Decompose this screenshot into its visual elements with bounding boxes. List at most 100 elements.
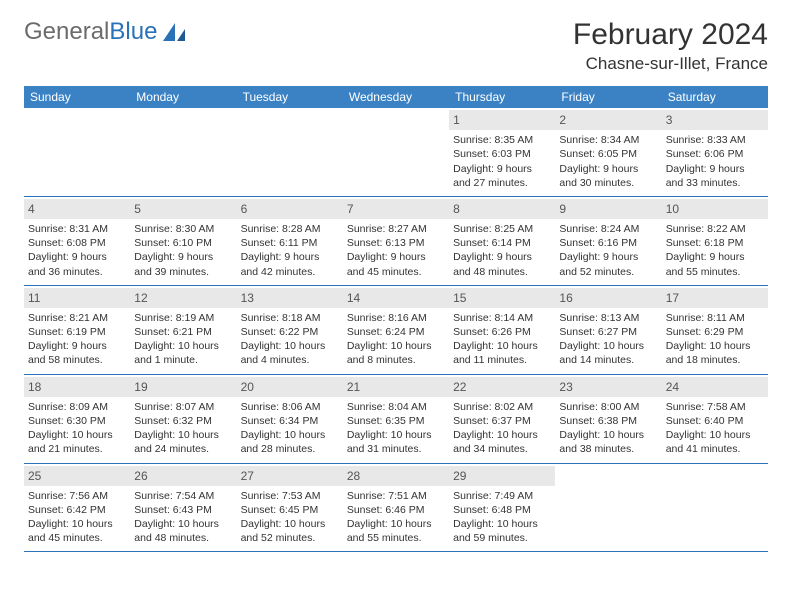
daylight-text: Daylight: 10 hours and 52 minutes. (241, 517, 339, 545)
daylight-text: Daylight: 10 hours and 18 minutes. (666, 339, 764, 367)
sunset-text: Sunset: 6:21 PM (134, 325, 232, 339)
day-number: 29 (449, 466, 555, 486)
day-cell: 3Sunrise: 8:33 AMSunset: 6:06 PMDaylight… (662, 108, 768, 196)
sunset-text: Sunset: 6:05 PM (559, 147, 657, 161)
daylight-text: Daylight: 9 hours and 45 minutes. (347, 250, 445, 278)
sunset-text: Sunset: 6:27 PM (559, 325, 657, 339)
sunset-text: Sunset: 6:22 PM (241, 325, 339, 339)
daylight-text: Daylight: 10 hours and 24 minutes. (134, 428, 232, 456)
day-cell-empty (237, 108, 343, 196)
day-cell-empty (662, 464, 768, 552)
sunrise-text: Sunrise: 8:02 AM (453, 400, 551, 414)
day-number: 28 (343, 466, 449, 486)
sunset-text: Sunset: 6:35 PM (347, 414, 445, 428)
daylight-text: Daylight: 10 hours and 4 minutes. (241, 339, 339, 367)
sunset-text: Sunset: 6:24 PM (347, 325, 445, 339)
week-row: 18Sunrise: 8:09 AMSunset: 6:30 PMDayligh… (24, 375, 768, 464)
sunrise-text: Sunrise: 8:00 AM (559, 400, 657, 414)
daylight-text: Daylight: 10 hours and 31 minutes. (347, 428, 445, 456)
day-cell: 9Sunrise: 8:24 AMSunset: 6:16 PMDaylight… (555, 197, 661, 285)
daylight-text: Daylight: 10 hours and 41 minutes. (666, 428, 764, 456)
sunrise-text: Sunrise: 7:53 AM (241, 489, 339, 503)
weekday-header: Thursday (449, 86, 555, 108)
sunrise-text: Sunrise: 8:11 AM (666, 311, 764, 325)
daylight-text: Daylight: 9 hours and 52 minutes. (559, 250, 657, 278)
daylight-text: Daylight: 9 hours and 42 minutes. (241, 250, 339, 278)
week-row: 4Sunrise: 8:31 AMSunset: 6:08 PMDaylight… (24, 197, 768, 286)
weekday-header: Saturday (662, 86, 768, 108)
sunrise-text: Sunrise: 8:13 AM (559, 311, 657, 325)
day-cell-empty (343, 108, 449, 196)
weekday-header: Tuesday (237, 86, 343, 108)
day-cell: 28Sunrise: 7:51 AMSunset: 6:46 PMDayligh… (343, 464, 449, 552)
day-number: 18 (24, 377, 130, 397)
daylight-text: Daylight: 9 hours and 48 minutes. (453, 250, 551, 278)
daylight-text: Daylight: 10 hours and 11 minutes. (453, 339, 551, 367)
sunrise-text: Sunrise: 8:27 AM (347, 222, 445, 236)
day-cell: 14Sunrise: 8:16 AMSunset: 6:24 PMDayligh… (343, 286, 449, 374)
sunset-text: Sunset: 6:38 PM (559, 414, 657, 428)
sunset-text: Sunset: 6:42 PM (28, 503, 126, 517)
sunset-text: Sunset: 6:10 PM (134, 236, 232, 250)
day-cell: 2Sunrise: 8:34 AMSunset: 6:05 PMDaylight… (555, 108, 661, 196)
daylight-text: Daylight: 10 hours and 1 minute. (134, 339, 232, 367)
day-cell: 23Sunrise: 8:00 AMSunset: 6:38 PMDayligh… (555, 375, 661, 463)
daylight-text: Daylight: 10 hours and 59 minutes. (453, 517, 551, 545)
sunset-text: Sunset: 6:13 PM (347, 236, 445, 250)
sunrise-text: Sunrise: 8:34 AM (559, 133, 657, 147)
sunrise-text: Sunrise: 7:58 AM (666, 400, 764, 414)
sunset-text: Sunset: 6:37 PM (453, 414, 551, 428)
day-number: 10 (662, 199, 768, 219)
day-number: 27 (237, 466, 343, 486)
day-cell: 22Sunrise: 8:02 AMSunset: 6:37 PMDayligh… (449, 375, 555, 463)
day-number: 15 (449, 288, 555, 308)
day-number: 21 (343, 377, 449, 397)
day-cell-empty (24, 108, 130, 196)
day-cell: 26Sunrise: 7:54 AMSunset: 6:43 PMDayligh… (130, 464, 236, 552)
header: GeneralBlue February 2024 Chasne-sur-Ill… (24, 18, 768, 74)
day-number: 9 (555, 199, 661, 219)
day-cell: 12Sunrise: 8:19 AMSunset: 6:21 PMDayligh… (130, 286, 236, 374)
week-row: 11Sunrise: 8:21 AMSunset: 6:19 PMDayligh… (24, 286, 768, 375)
day-cell: 21Sunrise: 8:04 AMSunset: 6:35 PMDayligh… (343, 375, 449, 463)
day-cell-empty (130, 108, 236, 196)
title-block: February 2024 Chasne-sur-Illet, France (573, 18, 768, 74)
daylight-text: Daylight: 10 hours and 28 minutes. (241, 428, 339, 456)
day-cell: 1Sunrise: 8:35 AMSunset: 6:03 PMDaylight… (449, 108, 555, 196)
sunset-text: Sunset: 6:40 PM (666, 414, 764, 428)
sunrise-text: Sunrise: 7:51 AM (347, 489, 445, 503)
day-cell: 20Sunrise: 8:06 AMSunset: 6:34 PMDayligh… (237, 375, 343, 463)
day-number: 3 (662, 110, 768, 130)
day-number: 4 (24, 199, 130, 219)
day-cell: 15Sunrise: 8:14 AMSunset: 6:26 PMDayligh… (449, 286, 555, 374)
day-number: 24 (662, 377, 768, 397)
weekday-header: Friday (555, 86, 661, 108)
daylight-text: Daylight: 10 hours and 48 minutes. (134, 517, 232, 545)
weekday-header-row: SundayMondayTuesdayWednesdayThursdayFrid… (24, 86, 768, 108)
day-cell: 11Sunrise: 8:21 AMSunset: 6:19 PMDayligh… (24, 286, 130, 374)
daylight-text: Daylight: 9 hours and 27 minutes. (453, 162, 551, 190)
sunset-text: Sunset: 6:16 PM (559, 236, 657, 250)
day-number: 7 (343, 199, 449, 219)
day-number: 20 (237, 377, 343, 397)
day-cell: 17Sunrise: 8:11 AMSunset: 6:29 PMDayligh… (662, 286, 768, 374)
sunrise-text: Sunrise: 8:14 AM (453, 311, 551, 325)
sunrise-text: Sunrise: 7:54 AM (134, 489, 232, 503)
sunrise-text: Sunrise: 7:56 AM (28, 489, 126, 503)
day-number: 12 (130, 288, 236, 308)
day-number: 16 (555, 288, 661, 308)
day-number: 6 (237, 199, 343, 219)
daylight-text: Daylight: 9 hours and 58 minutes. (28, 339, 126, 367)
sunset-text: Sunset: 6:14 PM (453, 236, 551, 250)
calendar-body: 1Sunrise: 8:35 AMSunset: 6:03 PMDaylight… (24, 108, 768, 552)
day-cell: 8Sunrise: 8:25 AMSunset: 6:14 PMDaylight… (449, 197, 555, 285)
daylight-text: Daylight: 10 hours and 21 minutes. (28, 428, 126, 456)
sunrise-text: Sunrise: 8:31 AM (28, 222, 126, 236)
sunset-text: Sunset: 6:34 PM (241, 414, 339, 428)
day-number: 17 (662, 288, 768, 308)
daylight-text: Daylight: 10 hours and 14 minutes. (559, 339, 657, 367)
day-number: 25 (24, 466, 130, 486)
day-cell: 6Sunrise: 8:28 AMSunset: 6:11 PMDaylight… (237, 197, 343, 285)
sunset-text: Sunset: 6:45 PM (241, 503, 339, 517)
sunset-text: Sunset: 6:19 PM (28, 325, 126, 339)
